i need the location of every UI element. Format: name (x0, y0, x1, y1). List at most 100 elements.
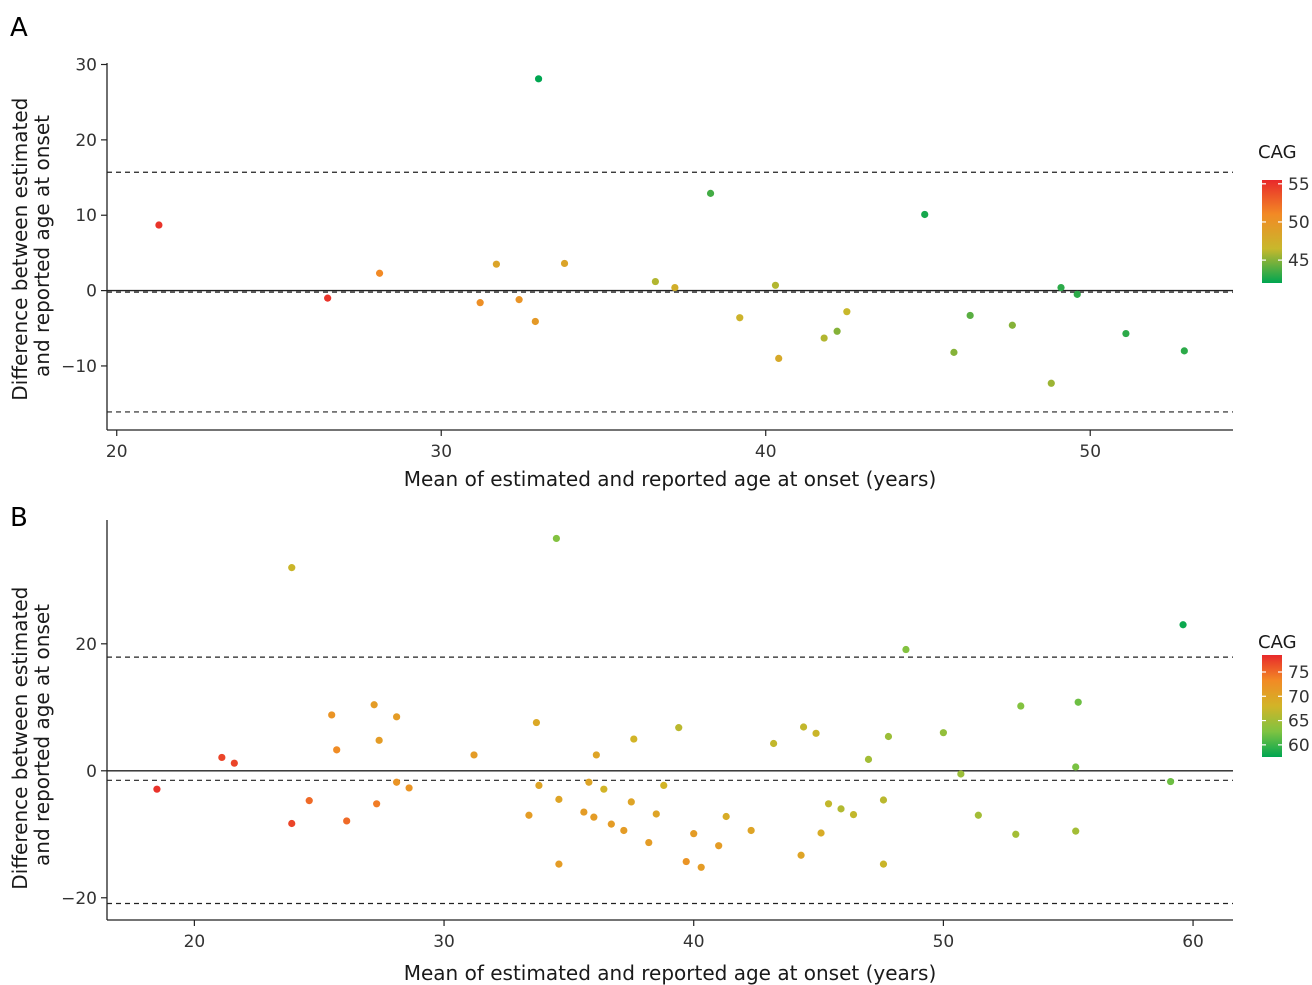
data-point (771, 281, 780, 289)
data-point (590, 813, 598, 821)
panel-a-y-axis-title-line2: and reported age at onset (30, 115, 54, 377)
data-point (405, 784, 413, 792)
x-tick-label: 40 (755, 442, 777, 462)
data-point (1012, 830, 1020, 838)
panel-a-x-axis-title: Mean of estimated and reported age at on… (404, 467, 937, 491)
data-point (879, 860, 888, 868)
data-point (373, 800, 381, 808)
legend-label: 65 (1288, 712, 1310, 732)
data-point (645, 838, 653, 847)
panel-a-y-axis-title: Difference between estimated and reporte… (8, 91, 54, 400)
panel-b-y-axis-title-line2: and reported age at onset (30, 604, 54, 866)
data-point (288, 564, 296, 572)
data-point (1017, 702, 1025, 710)
data-point (1166, 777, 1175, 786)
data-point (525, 811, 533, 819)
data-point (343, 817, 351, 825)
legend-color-bar (1262, 655, 1282, 757)
data-point (1180, 347, 1188, 355)
data-point (843, 308, 851, 316)
data-point (950, 348, 958, 356)
data-point (532, 718, 541, 727)
data-point (690, 830, 698, 838)
data-point (1073, 290, 1081, 298)
data-point (580, 808, 588, 816)
data-point (470, 751, 478, 759)
data-point (155, 221, 163, 229)
panel-a-color-legend: CAG 55 50 45 (1258, 142, 1310, 283)
legend-label: 75 (1288, 663, 1310, 683)
data-point (218, 753, 226, 762)
data-point (675, 724, 683, 732)
data-point (620, 826, 628, 835)
panel-a-y-axis-title-line1: Difference between estimated (8, 98, 32, 401)
panel-a-legend-title: CAG (1258, 142, 1297, 163)
data-point (393, 778, 401, 786)
data-point (775, 354, 783, 363)
x-tick-label: 20 (106, 442, 128, 462)
data-point (652, 810, 660, 818)
data-point (535, 781, 543, 789)
panel-b-plot-area: −20 0 20 20 30 40 50 60 (61, 520, 1233, 952)
data-point (747, 826, 755, 835)
data-point (660, 781, 668, 789)
y-tick-label: 20 (75, 635, 97, 655)
data-point (812, 729, 820, 737)
legend-label: 50 (1288, 213, 1310, 233)
data-point (799, 723, 808, 731)
data-point (592, 751, 600, 759)
data-point (722, 812, 730, 821)
panel-b-x-axis-title: Mean of estimated and reported age at on… (404, 961, 937, 985)
data-point (627, 798, 635, 806)
panel-b: B Difference between estimated and repor… (8, 503, 1310, 985)
y-tick-label: 0 (86, 282, 97, 302)
data-point (1008, 321, 1016, 329)
y-tick-label: −20 (61, 889, 97, 909)
data-point (715, 842, 723, 850)
y-tick-label: 0 (86, 762, 97, 782)
data-point (370, 701, 378, 709)
x-tick-label: 50 (1079, 442, 1101, 462)
y-tick-label: 20 (75, 131, 97, 151)
data-point (1074, 698, 1082, 706)
x-tick-label: 40 (683, 932, 705, 952)
panel-a-plot-area: −10 0 10 20 30 20 30 40 50 (61, 56, 1233, 462)
data-point (736, 314, 744, 322)
data-point (305, 797, 313, 805)
y-tick-label: 30 (75, 56, 97, 76)
data-point (476, 299, 484, 307)
x-tick-label: 20 (184, 932, 206, 952)
data-point (1179, 621, 1187, 629)
data-point (921, 210, 929, 219)
data-point (153, 785, 161, 793)
data-point (939, 729, 947, 737)
data-point (630, 735, 638, 743)
legend-label: 60 (1288, 736, 1310, 756)
legend-color-bar (1262, 180, 1282, 283)
y-tick-label: 10 (75, 206, 97, 226)
data-point (324, 294, 332, 302)
legend-label: 55 (1288, 175, 1310, 195)
y-tick-label: −10 (61, 357, 97, 377)
data-point (837, 805, 845, 813)
data-point (820, 334, 828, 342)
data-point (333, 746, 341, 754)
data-point (884, 732, 893, 741)
data-point (833, 327, 841, 335)
data-point (651, 277, 659, 286)
data-point (288, 819, 296, 828)
data-point (607, 820, 615, 828)
data-point (375, 269, 384, 277)
panel-b-y-axis-title-line1: Difference between estimated (8, 587, 32, 890)
data-point (1057, 283, 1065, 292)
data-point (957, 770, 965, 778)
data-point (770, 739, 778, 748)
panel-b-color-legend: CAG 75 70 65 60 (1258, 632, 1310, 757)
data-point (966, 311, 974, 320)
data-point (879, 796, 888, 804)
data-point (824, 800, 833, 808)
data-point (817, 829, 825, 837)
legend-label: 45 (1288, 251, 1310, 271)
data-point (552, 534, 561, 543)
